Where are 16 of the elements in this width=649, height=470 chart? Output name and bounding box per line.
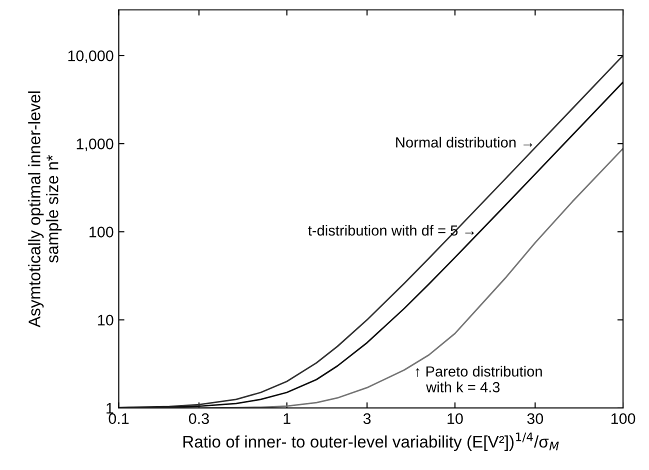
- x-tick-label: 0.3: [188, 413, 209, 424]
- y-axis-title: Asymtotically optimal inner-level sample size n*: [28, 91, 62, 328]
- x-tick-label: 0.1: [108, 413, 129, 424]
- x-tick-label: 10: [448, 413, 463, 424]
- x-tick-label: 1: [284, 413, 290, 424]
- annotation: ↑ Pareto distribution with k = 4.3: [416, 366, 542, 392]
- annotation: Normal distribution →: [396, 136, 532, 148]
- y-tick-label: 1,000: [76, 138, 114, 152]
- y-tick-label: 10: [98, 314, 114, 326]
- y-tick-label: 10,000: [68, 50, 114, 64]
- y-tick-label: 1: [106, 402, 114, 414]
- x-tick-label: 100: [611, 413, 636, 424]
- x-tick-label: 3: [363, 413, 371, 424]
- x-tick-label: 30: [527, 413, 544, 424]
- y-tick-label: 100: [90, 226, 114, 238]
- x-axis-title: Ratio of inner- to outer-level variability (E[V²])$^{1/4}$/σ$_{M}$: [183, 432, 559, 451]
